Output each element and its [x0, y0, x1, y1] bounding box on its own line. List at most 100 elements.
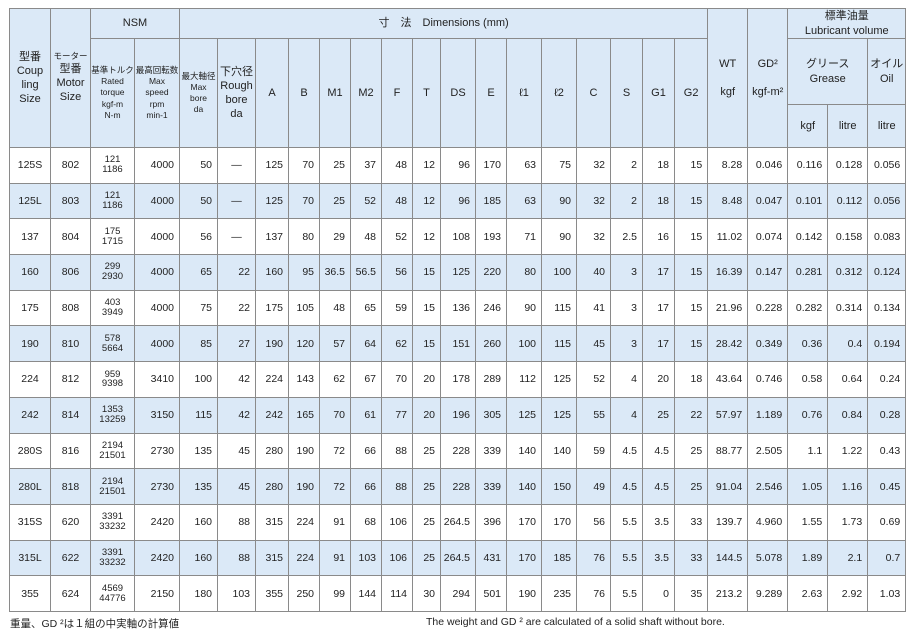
cell-m1: 36.5 [319, 254, 352, 291]
cell-maxbore: 135 [179, 468, 219, 505]
header-oil-litre: litre [867, 104, 907, 148]
cell-ds: 264.5 [440, 539, 477, 577]
cell-b: 190 [288, 468, 321, 505]
torque-nm: 9398 [101, 378, 124, 390]
cell-maxbore: 100 [179, 361, 219, 398]
cell-b: 190 [288, 432, 321, 470]
cell-torque: 4569 44776 [90, 575, 135, 612]
cell-gd2: 2.505 [747, 432, 789, 470]
cell-g1: 3.5 [642, 539, 676, 577]
cell-rough: 22 [217, 254, 257, 291]
cell-g2: 22 [674, 396, 709, 434]
cell-c: 32 [576, 147, 612, 184]
cell-b: 80 [288, 218, 321, 256]
cell-s: 2.5 [610, 218, 644, 256]
cell-l2: 75 [541, 147, 578, 184]
cell-gd2: 1.189 [747, 396, 789, 434]
cell-s: 3 [610, 254, 644, 291]
cell-b: 250 [288, 575, 321, 612]
cell-b: 224 [288, 503, 321, 541]
table-header: 型番 Coup ling Size モーター 型番 Motor Size NSM… [9, 8, 907, 148]
cell-g2: 33 [674, 539, 709, 577]
cell-size: 224 [9, 361, 51, 398]
cell-a: 315 [255, 503, 290, 541]
cell-m2: 144 [350, 575, 383, 612]
cell-b: 143 [288, 361, 321, 398]
header-grease-litre: litre [827, 104, 869, 148]
cell-t: 20 [412, 396, 442, 434]
cell-e: 501 [475, 575, 508, 612]
cell-oil: 0.124 [867, 254, 907, 291]
torque-kgfm: 121 [104, 190, 121, 202]
cell-rough: — [217, 218, 257, 256]
header-dim-m1: M1 [319, 38, 352, 148]
cell-oil: 0.24 [867, 361, 907, 398]
cell-c: 59 [576, 432, 612, 470]
cell-m1: 62 [319, 361, 352, 398]
header-dim-t: T [412, 38, 442, 148]
cell-c: 41 [576, 289, 612, 327]
cell-wt: 139.7 [707, 503, 749, 541]
cell-t: 12 [412, 218, 442, 256]
cell-maxbore: 75 [179, 289, 219, 327]
cell-speed: 2420 [133, 539, 181, 577]
cell-gk: 1.05 [787, 468, 829, 505]
cell-l1: 125 [506, 396, 543, 434]
cell-g1: 3.5 [642, 503, 676, 541]
cell-gl: 0.4 [827, 325, 869, 363]
cell-maxbore: 160 [179, 503, 219, 541]
torque-kgfm: 3391 [101, 546, 124, 558]
cell-l1: 140 [506, 468, 543, 505]
cell-m2: 66 [350, 468, 383, 505]
cell-gd2: 5.078 [747, 539, 789, 577]
torque-nm: 3949 [101, 307, 124, 319]
cell-oil: 0.7 [867, 539, 907, 577]
cell-size: 280L [9, 468, 51, 505]
table-row: 190 810 578 5664 4000 85 27 190 120 57 64 62 15 151 26… [9, 325, 907, 363]
cell-motor: 804 [50, 218, 91, 256]
cell-g2: 33 [674, 503, 709, 541]
cell-m2: 61 [350, 396, 383, 434]
cell-l2: 150 [541, 468, 578, 505]
cell-speed: 4000 [133, 218, 181, 256]
torque-nm: 5664 [101, 342, 124, 354]
header-dim-m2: M2 [350, 38, 383, 148]
cell-oil: 0.056 [867, 147, 907, 184]
cell-l2: 125 [541, 361, 578, 398]
table-row: 125L 803 121 1186 4000 50—125 70 25 52 48 12 96 185 6… [9, 182, 907, 220]
cell-t: 30 [412, 575, 442, 612]
cell-gl: 0.128 [827, 147, 869, 184]
cell-oil: 0.134 [867, 289, 907, 327]
cell-rough: 88 [217, 539, 257, 577]
cell-g2: 15 [674, 147, 709, 184]
cell-speed: 3150 [133, 396, 181, 434]
cell-maxbore: 56 [179, 218, 219, 256]
cell-l1: 90 [506, 289, 543, 327]
table-body: 125S 802 121 1186 4000 50—125 70 25 37 48 12 96 170 6… [9, 147, 907, 612]
cell-wt: 144.5 [707, 539, 749, 577]
cell-ds: 178 [440, 361, 477, 398]
header-dim-g1: G1 [642, 38, 676, 148]
cell-torque: 2194 21501 [90, 432, 135, 470]
cell-ds: 151 [440, 325, 477, 363]
cell-e: 260 [475, 325, 508, 363]
cell-l2: 90 [541, 218, 578, 256]
cell-m2: 68 [350, 503, 383, 541]
cell-gd2: 0.228 [747, 289, 789, 327]
cell-l2: 170 [541, 503, 578, 541]
header-nsm: NSM [89, 8, 181, 39]
cell-m2: 48 [350, 218, 383, 256]
cell-gl: 0.158 [827, 218, 869, 256]
cell-ds: 96 [440, 147, 477, 184]
cell-motor: 803 [50, 182, 91, 220]
cell-f: 62 [381, 325, 414, 363]
torque-nm: 1715 [101, 235, 124, 247]
cell-e: 170 [475, 147, 508, 184]
cell-ds: 264.5 [440, 503, 477, 541]
cell-a: 125 [255, 182, 290, 220]
cell-motor: 806 [50, 254, 91, 291]
cell-rough: — [217, 147, 257, 184]
cell-m2: 67 [350, 361, 383, 398]
cell-gd2: 2.546 [747, 468, 789, 505]
torque-kgfm: 403 [104, 297, 121, 309]
